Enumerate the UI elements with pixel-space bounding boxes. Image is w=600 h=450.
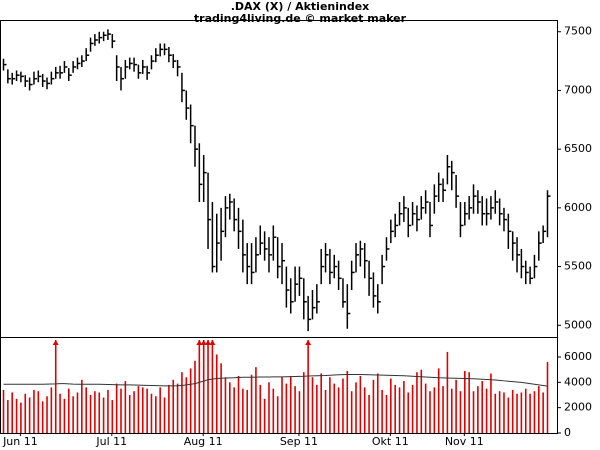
y-tick-label: 5000	[564, 318, 592, 331]
y-tick-label: 5500	[564, 260, 592, 273]
volume-frame	[0, 337, 558, 434]
y-tick-label: 6000	[564, 201, 592, 214]
y-tick-label: 6000	[564, 350, 592, 363]
y-tick-label: 7000	[564, 83, 592, 96]
volume-overflow-arrow	[305, 340, 312, 345]
x-tick-label: Okt 11	[372, 435, 409, 448]
volume-overflow-arrow	[209, 340, 216, 345]
chart-subtitle: trading4living.de © market maker	[194, 12, 407, 25]
chart-title: .DAX (X) / Aktienindex	[231, 0, 370, 13]
volume-average-line	[3, 373, 548, 387]
x-tick-label: Jul 11	[95, 435, 127, 448]
y-tick-label: 0	[564, 426, 571, 439]
volume-overflow-arrow	[52, 340, 59, 345]
y-tick-label: 4000	[564, 375, 592, 388]
x-tick-label: Nov 11	[445, 435, 484, 448]
volume-overflow-arrow	[200, 340, 207, 345]
x-tick-label: Sep 11	[280, 435, 318, 448]
y-tick-label: 2000	[564, 401, 592, 414]
x-tick-label: Jun 11	[2, 435, 38, 448]
x-tick-label: Aug 11	[184, 435, 223, 448]
y-tick-label: 6500	[564, 142, 592, 155]
y-tick-label: 7500	[564, 25, 592, 38]
volume-overflow-arrow	[205, 340, 212, 345]
volume-overflow-arrow	[196, 340, 203, 345]
